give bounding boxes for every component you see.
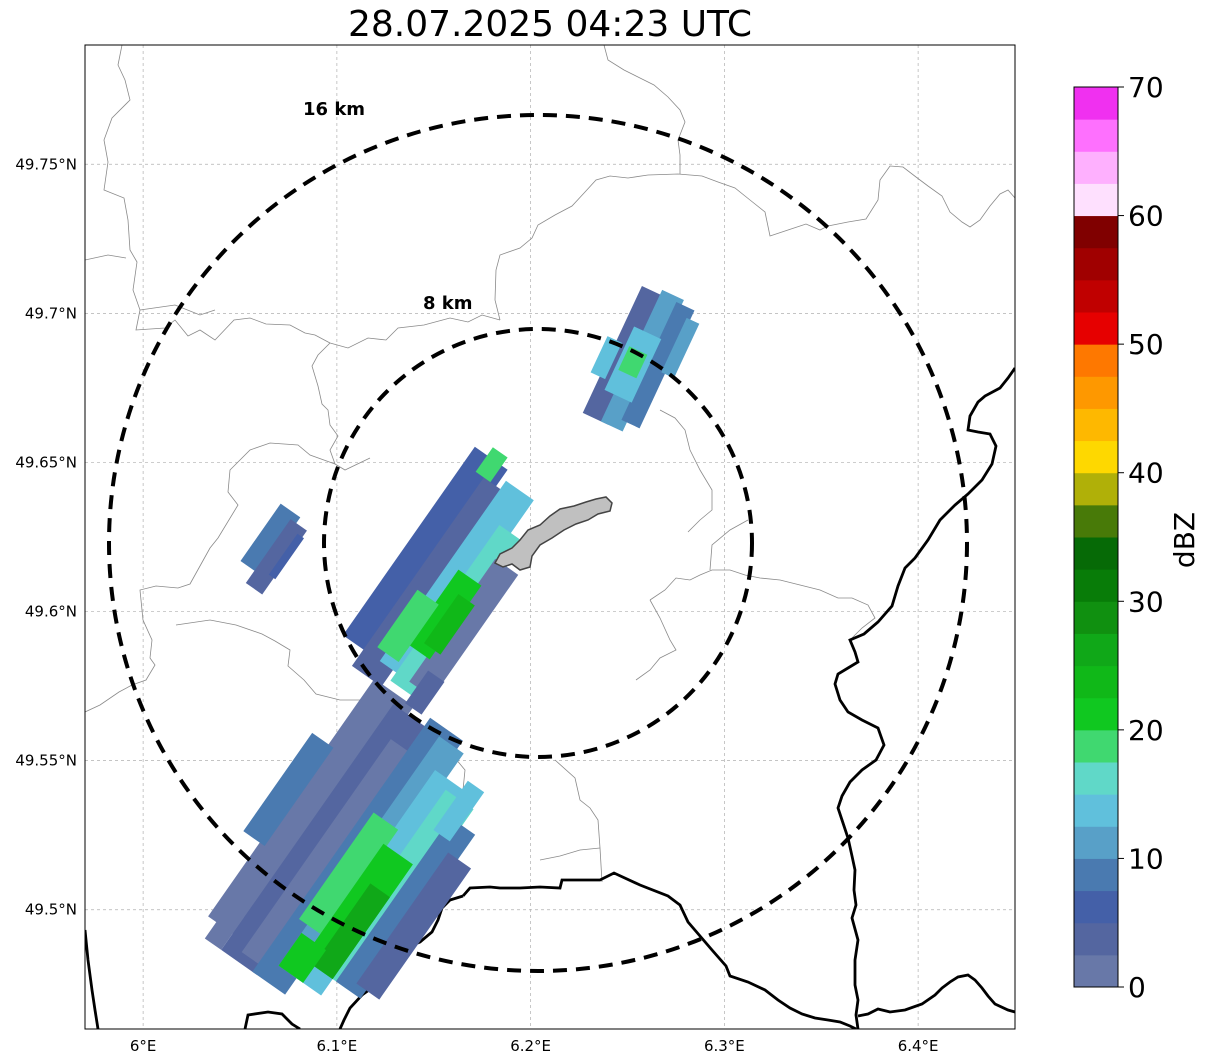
colorbar-swatch <box>1074 954 1118 988</box>
colorbar-swatch <box>1074 729 1118 763</box>
colorbar-swatch <box>1074 826 1118 859</box>
lon-tick-label: 6°E <box>130 1037 157 1055</box>
colorbar-swatch <box>1074 312 1118 345</box>
colorbar-swatch <box>1074 376 1118 409</box>
colorbar-swatch <box>1074 890 1118 924</box>
colorbar-tick-label: 60 <box>1128 200 1164 233</box>
colorbar: 0 10 20 30 40 50 60 70 dBZ <box>1073 71 1201 1004</box>
colorbar-swatch <box>1074 762 1118 795</box>
colorbar-swatch <box>1074 183 1118 217</box>
colorbar-swatch <box>1074 440 1118 474</box>
colorbar-swatch <box>1074 697 1118 731</box>
map-frame <box>84 44 1016 1030</box>
colorbar-frame <box>1073 86 1119 988</box>
city-outline <box>493 496 613 571</box>
colorbar-tick-label: 0 <box>1128 971 1146 1004</box>
colorbar-swatch <box>1074 858 1118 892</box>
colorbar-swatch <box>1074 247 1118 281</box>
radar-echoes <box>204 285 700 1000</box>
lon-tick-label: 6.1°E <box>316 1037 357 1055</box>
lat-tick-label: 49.75°N <box>15 155 77 173</box>
range-ring-8km <box>322 327 754 759</box>
lat-tick-label: 49.55°N <box>15 752 77 770</box>
colorbar-label: dBZ <box>1168 512 1201 568</box>
colorbar-swatch <box>1074 408 1118 442</box>
range-ring-16km <box>107 113 969 973</box>
colorbar-tick-label: 50 <box>1128 328 1164 361</box>
lon-tick-label: 6.3°E <box>704 1037 745 1055</box>
colorbar-swatch <box>1074 537 1118 570</box>
colorbar-swatch <box>1074 151 1118 184</box>
axis-tick-labels: 6°E 6.1°E 6.2°E 6.3°E 6.4°E 49.5°N 49.55°N 49.6… <box>15 155 938 1055</box>
lat-tick-label: 49.6°N <box>25 603 77 621</box>
colorbar-swatch <box>1074 569 1118 602</box>
gridlines <box>85 45 1015 1029</box>
colorbar-swatch <box>1074 119 1118 152</box>
colorbar-swatch <box>1074 665 1118 699</box>
colorbar-swatch <box>1074 794 1118 827</box>
municipal-boundaries <box>85 45 1015 911</box>
colorbar-swatch <box>1074 504 1118 538</box>
colorbar-tick-label: 20 <box>1128 714 1164 747</box>
colorbar-swatch <box>1074 601 1118 634</box>
colorbar-swatch <box>1074 215 1118 249</box>
colorbar-swatch <box>1074 922 1118 956</box>
lon-tick-label: 6.4°E <box>898 1037 939 1055</box>
colorbar-tick-label: 10 <box>1128 842 1164 875</box>
range-rings <box>107 113 969 973</box>
colorbar-swatch <box>1074 279 1118 313</box>
map-title: 28.07.2025 04:23 UTC <box>347 4 753 45</box>
colorbar-swatch <box>1074 87 1118 120</box>
colorbar-tick-label: 40 <box>1128 457 1164 490</box>
colorbar-tick-label: 30 <box>1128 585 1164 618</box>
national-borders <box>85 367 1015 1029</box>
lat-tick-label: 49.5°N <box>25 901 77 919</box>
colorbar-tick-label: 70 <box>1128 71 1164 104</box>
colorbar-swatch <box>1074 344 1118 377</box>
range-ring-label-16km: 16 km <box>303 99 365 120</box>
colorbar-swatch <box>1074 633 1118 667</box>
lon-tick-label: 6.2°E <box>510 1037 551 1055</box>
lat-tick-label: 49.65°N <box>15 453 77 471</box>
colorbar-swatch <box>1074 472 1118 506</box>
lat-tick-label: 49.7°N <box>25 304 77 322</box>
range-ring-label-8km: 8 km <box>423 293 473 314</box>
